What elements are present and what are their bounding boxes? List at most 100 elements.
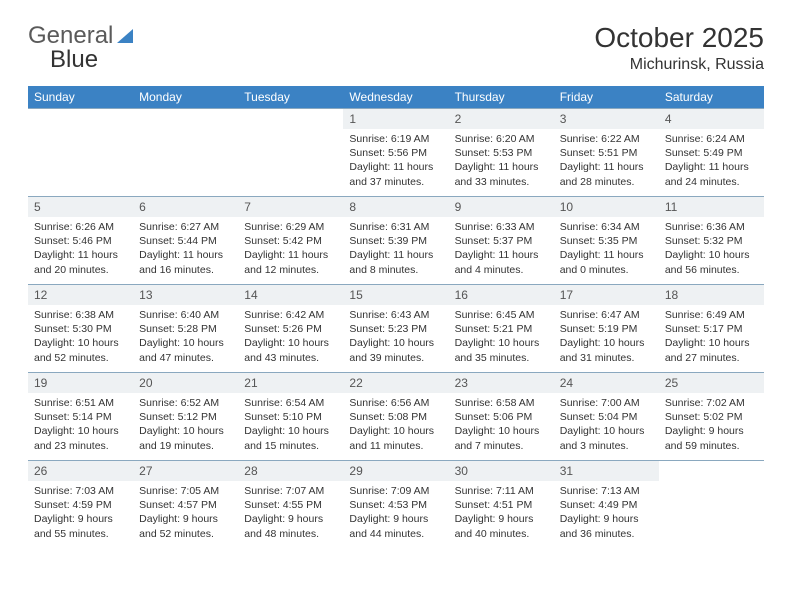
day-number: 2 xyxy=(449,109,554,129)
day-details: Sunrise: 6:29 AMSunset: 5:42 PMDaylight:… xyxy=(238,217,343,283)
sunrise-text: Sunrise: 7:07 AM xyxy=(244,484,337,498)
sunset-text: Sunset: 4:59 PM xyxy=(34,498,127,512)
sunrise-text: Sunrise: 6:42 AM xyxy=(244,308,337,322)
sunset-text: Sunset: 5:28 PM xyxy=(139,322,232,336)
sunrise-text: Sunrise: 6:19 AM xyxy=(349,132,442,146)
day-details: Sunrise: 7:05 AMSunset: 4:57 PMDaylight:… xyxy=(133,481,238,547)
sunrise-text: Sunrise: 6:38 AM xyxy=(34,308,127,322)
calendar-cell: 15Sunrise: 6:43 AMSunset: 5:23 PMDayligh… xyxy=(343,285,448,373)
day-details: Sunrise: 6:34 AMSunset: 5:35 PMDaylight:… xyxy=(554,217,659,283)
daylight-text: Daylight: 10 hours and 7 minutes. xyxy=(455,424,548,452)
calendar-cell: 25 Sunrise: 7:02 AMSunset: 5:02 PMDayligh… xyxy=(659,373,764,461)
sunrise-text: Sunrise: 6:56 AM xyxy=(349,396,442,410)
day-details: Sunrise: 6:40 AMSunset: 5:28 PMDaylight:… xyxy=(133,305,238,371)
calendar-cell: 19Sunrise: 6:51 AMSunset: 5:14 PMDayligh… xyxy=(28,373,133,461)
weekday-header: Sunday xyxy=(28,86,133,109)
day-details: Sunrise: 6:51 AMSunset: 5:14 PMDaylight:… xyxy=(28,393,133,459)
sunset-text: Sunset: 5:53 PM xyxy=(455,146,548,160)
sunset-text: Sunset: 5:39 PM xyxy=(349,234,442,248)
daylight-text: Daylight: 10 hours and 35 minutes. xyxy=(455,336,548,364)
day-details: Sunrise: 6:45 AMSunset: 5:21 PMDaylight:… xyxy=(449,305,554,371)
calendar-cell: 11Sunrise: 6:36 AMSunset: 5:32 PMDayligh… xyxy=(659,197,764,285)
sunrise-text: Sunrise: 6:33 AM xyxy=(455,220,548,234)
sunset-text: Sunset: 5:30 PM xyxy=(34,322,127,336)
day-details: Sunrise: 6:56 AMSunset: 5:08 PMDaylight:… xyxy=(343,393,448,459)
header: General October 2025 Michurinsk, Russia xyxy=(28,22,764,74)
sunset-text: Sunset: 5:02 PM xyxy=(665,410,758,424)
title-block: October 2025 Michurinsk, Russia xyxy=(594,22,764,74)
calendar-row: 26 Sunrise: 7:03 AMSunset: 4:59 PMDayligh… xyxy=(28,461,764,549)
daylight-text: Daylight: 10 hours and 11 minutes. xyxy=(349,424,442,452)
calendar-cell: 10Sunrise: 6:34 AMSunset: 5:35 PMDayligh… xyxy=(554,197,659,285)
sunset-text: Sunset: 4:55 PM xyxy=(244,498,337,512)
day-number: 31 xyxy=(554,461,659,481)
daylight-text: Daylight: 11 hours and 16 minutes. xyxy=(139,248,232,276)
sunrise-text: Sunrise: 7:02 AM xyxy=(665,396,758,410)
day-details: Sunrise: 6:38 AMSunset: 5:30 PMDaylight:… xyxy=(28,305,133,371)
calendar-cell: 23Sunrise: 6:58 AMSunset: 5:06 PMDayligh… xyxy=(449,373,554,461)
sunrise-text: Sunrise: 6:20 AM xyxy=(455,132,548,146)
sail-icon xyxy=(117,29,133,43)
daylight-text: Daylight: 10 hours and 43 minutes. xyxy=(244,336,337,364)
logo-line2: Blue xyxy=(50,46,98,74)
sunrise-text: Sunrise: 6:54 AM xyxy=(244,396,337,410)
sunset-text: Sunset: 4:53 PM xyxy=(349,498,442,512)
day-number: 29 xyxy=(343,461,448,481)
calendar-cell: 28Sunrise: 7:07 AMSunset: 4:55 PMDayligh… xyxy=(238,461,343,549)
sunrise-text: Sunrise: 7:05 AM xyxy=(139,484,232,498)
calendar-cell: 31Sunrise: 7:13 AMSunset: 4:49 PMDayligh… xyxy=(554,461,659,549)
calendar-cell: 18Sunrise: 6:49 AMSunset: 5:17 PMDayligh… xyxy=(659,285,764,373)
sunrise-text: Sunrise: 7:09 AM xyxy=(349,484,442,498)
sunrise-text: Sunrise: 6:58 AM xyxy=(455,396,548,410)
weekday-header: Wednesday xyxy=(343,86,448,109)
day-number: 15 xyxy=(343,285,448,305)
sunset-text: Sunset: 5:46 PM xyxy=(34,234,127,248)
day-details: Sunrise: 6:31 AMSunset: 5:39 PMDaylight:… xyxy=(343,217,448,283)
weekday-header: Tuesday xyxy=(238,86,343,109)
sunset-text: Sunset: 5:42 PM xyxy=(244,234,337,248)
day-number: 26 xyxy=(28,461,133,481)
day-number: 22 xyxy=(343,373,448,393)
calendar-cell: 17Sunrise: 6:47 AMSunset: 5:19 PMDayligh… xyxy=(554,285,659,373)
day-number: 23 xyxy=(449,373,554,393)
daylight-text: Daylight: 10 hours and 27 minutes. xyxy=(665,336,758,364)
daylight-text: Daylight: 10 hours and 3 minutes. xyxy=(560,424,653,452)
day-number: 24 xyxy=(554,373,659,393)
sunset-text: Sunset: 5:14 PM xyxy=(34,410,127,424)
sunset-text: Sunset: 5:17 PM xyxy=(665,322,758,336)
daylight-text: Daylight: 9 hours and 55 minutes. xyxy=(34,512,127,540)
weekday-header: Monday xyxy=(133,86,238,109)
day-number: 9 xyxy=(449,197,554,217)
day-details: Sunrise: 6:58 AMSunset: 5:06 PMDaylight:… xyxy=(449,393,554,459)
daylight-text: Daylight: 11 hours and 24 minutes. xyxy=(665,160,758,188)
calendar-cell: 24Sunrise: 7:00 AMSunset: 5:04 PMDayligh… xyxy=(554,373,659,461)
daylight-text: Daylight: 10 hours and 52 minutes. xyxy=(34,336,127,364)
sunset-text: Sunset: 5:51 PM xyxy=(560,146,653,160)
day-details: Sunrise: 6:36 AMSunset: 5:32 PMDaylight:… xyxy=(659,217,764,283)
weekday-row: SundayMondayTuesdayWednesdayThursdayFrid… xyxy=(28,86,764,109)
day-details: Sunrise: 6:47 AMSunset: 5:19 PMDaylight:… xyxy=(554,305,659,371)
day-number: 28 xyxy=(238,461,343,481)
day-details: Sunrise: 6:43 AMSunset: 5:23 PMDaylight:… xyxy=(343,305,448,371)
calendar-cell: 8Sunrise: 6:31 AMSunset: 5:39 PMDaylight… xyxy=(343,197,448,285)
daylight-text: Daylight: 9 hours and 59 minutes. xyxy=(665,424,758,452)
sunset-text: Sunset: 5:49 PM xyxy=(665,146,758,160)
sunrise-text: Sunrise: 6:34 AM xyxy=(560,220,653,234)
day-details: Sunrise: 7:07 AMSunset: 4:55 PMDaylight:… xyxy=(238,481,343,547)
day-details: Sunrise: 6:19 AMSunset: 5:56 PMDaylight:… xyxy=(343,129,448,195)
sunset-text: Sunset: 5:44 PM xyxy=(139,234,232,248)
sunset-text: Sunset: 5:32 PM xyxy=(665,234,758,248)
sunset-text: Sunset: 5:19 PM xyxy=(560,322,653,336)
calendar-row: 1Sunrise: 6:19 AMSunset: 5:56 PMDaylight… xyxy=(28,109,764,197)
day-number: 17 xyxy=(554,285,659,305)
calendar-row: 12Sunrise: 6:38 AMSunset: 5:30 PMDayligh… xyxy=(28,285,764,373)
calendar-body: 1Sunrise: 6:19 AMSunset: 5:56 PMDaylight… xyxy=(28,109,764,549)
day-number: 25 xyxy=(659,373,764,393)
day-number: 19 xyxy=(28,373,133,393)
calendar-cell: 26 Sunrise: 7:03 AMSunset: 4:59 PMDayligh… xyxy=(28,461,133,549)
sunrise-text: Sunrise: 6:52 AM xyxy=(139,396,232,410)
day-number: 27 xyxy=(133,461,238,481)
sunrise-text: Sunrise: 7:03 AM xyxy=(34,484,127,498)
daylight-text: Daylight: 11 hours and 4 minutes. xyxy=(455,248,548,276)
page-title: October 2025 xyxy=(594,22,764,54)
